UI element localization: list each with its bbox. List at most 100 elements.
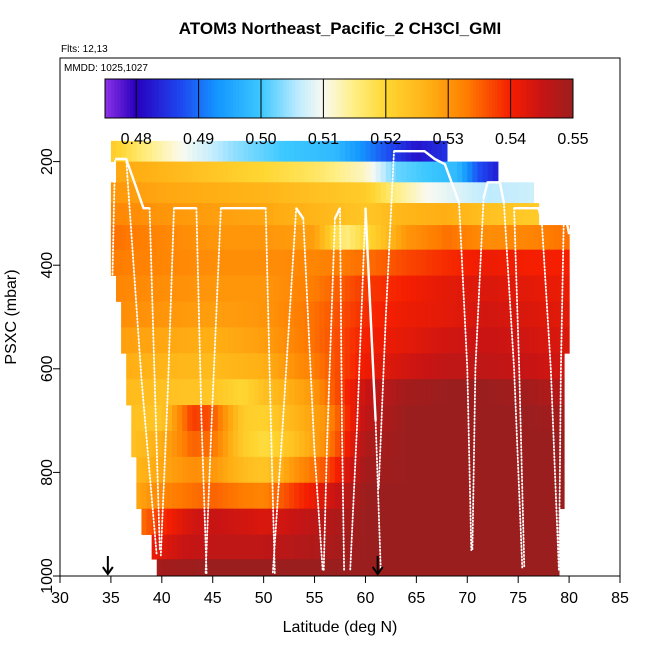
heatmap-cell [452, 249, 458, 276]
heatmap-cell [350, 182, 356, 204]
heatmap-cell [294, 275, 300, 302]
heatmap-cell [324, 301, 331, 328]
heatmap-cell [197, 225, 204, 251]
heatmap-cell [502, 508, 509, 535]
heatmap-cell [263, 482, 270, 510]
heatmap-cell [543, 456, 550, 484]
heatmap-cell [365, 140, 372, 162]
heatmap-cell [161, 301, 168, 328]
heatmap-cell [177, 353, 183, 380]
heatmap-cell [553, 456, 560, 484]
heatmap [110, 140, 570, 577]
x-tick-label: 60 [357, 590, 375, 607]
heatmap-cell [217, 482, 224, 510]
heatmap-cell [457, 249, 463, 276]
heatmap-cell [416, 353, 423, 380]
heatmap-cell [375, 353, 382, 380]
heatmap-cell [497, 203, 504, 226]
colorbar-swatch [560, 79, 565, 118]
heatmap-cell [457, 161, 463, 183]
heatmap-cell [166, 456, 173, 484]
heatmap-cell [212, 182, 219, 204]
heatmap-cell [477, 534, 484, 560]
heatmap-cell [375, 456, 382, 484]
heatmap-cell [263, 430, 270, 458]
heatmap-cell [553, 405, 560, 432]
x-tick-label: 85 [611, 590, 629, 607]
heatmap-cell [340, 379, 346, 406]
heatmap-cell [508, 275, 514, 302]
heatmap-cell [141, 353, 148, 380]
flight-track-dotted [204, 207, 222, 575]
heatmap-cell [116, 249, 122, 276]
heatmap-cell [207, 140, 214, 162]
x-tick-label: 65 [407, 590, 425, 607]
heatmap-cell [304, 534, 311, 560]
heatmap-cell [284, 508, 290, 535]
heatmap-cell [278, 182, 285, 204]
heatmap-cell [431, 379, 438, 406]
heatmap-cell [278, 456, 285, 484]
heatmap-cell [222, 327, 229, 354]
heatmap-cell [217, 405, 224, 432]
heatmap-cell [268, 140, 275, 162]
heatmap-cell [248, 225, 255, 251]
heatmap-cell [482, 456, 489, 484]
heatmap-cell [166, 161, 173, 183]
heatmap-cell [518, 327, 524, 354]
heatmap-cell [238, 353, 244, 380]
heatmap-cell [268, 379, 275, 406]
heatmap-cell [528, 203, 535, 226]
heatmap-cell [385, 508, 392, 535]
heatmap-cell [375, 301, 382, 328]
heatmap-cell [131, 430, 137, 458]
heatmap-cell [192, 203, 199, 226]
heatmap-cell [334, 456, 341, 484]
heatmap-cell [477, 203, 484, 226]
heatmap-cell [477, 456, 484, 484]
heatmap-cell [431, 301, 438, 328]
colorbar-swatch [429, 79, 434, 118]
colorbar-swatch [326, 79, 331, 118]
flight-track-dotted [458, 202, 473, 551]
heatmap-cell [502, 353, 509, 380]
heatmap-cell [380, 301, 387, 328]
colorbar-swatch [183, 79, 187, 118]
heatmap-cell [222, 275, 229, 302]
heatmap-cell [192, 405, 199, 432]
heatmap-cell [411, 275, 417, 302]
heatmap-cell [238, 301, 244, 328]
heatmap-cell [110, 203, 117, 226]
heatmap-cell [518, 249, 524, 276]
heatmap-cell [401, 275, 407, 302]
heatmap-cell [253, 301, 260, 328]
colorbar-swatch [133, 79, 137, 118]
heatmap-cell [324, 508, 331, 535]
heatmap-cell [253, 508, 260, 535]
colorbar-swatch [495, 79, 499, 118]
heatmap-cell [492, 508, 499, 535]
heatmap-cell [380, 482, 387, 510]
heatmap-cell [309, 301, 316, 328]
heatmap-cell [365, 301, 372, 328]
heatmap-cell [319, 430, 326, 458]
heatmap-cell [467, 559, 473, 577]
colorbar-swatch [245, 79, 250, 118]
heatmap-cell [192, 508, 199, 535]
heatmap-cell [355, 275, 361, 302]
heatmap-cell [431, 559, 438, 577]
heatmap-cell [166, 534, 173, 560]
heatmap-cell [462, 203, 468, 226]
colorbar-swatch [485, 79, 490, 118]
heatmap-cell [334, 353, 341, 380]
heatmap-cell [136, 379, 143, 406]
heatmap-cell [370, 249, 377, 276]
heatmap-cell [166, 275, 173, 302]
heatmap-cell [131, 203, 137, 226]
heatmap-cell [273, 301, 280, 328]
heatmap-cell [502, 456, 509, 484]
heatmap-cell [523, 301, 529, 328]
heatmap-cell [182, 140, 188, 162]
heatmap-cell [314, 203, 321, 226]
heatmap-cell [299, 456, 305, 484]
